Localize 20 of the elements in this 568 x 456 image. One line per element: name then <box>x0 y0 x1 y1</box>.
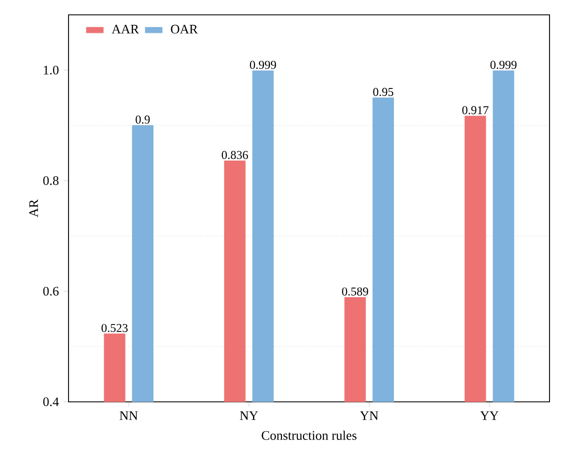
data-label: 0.9 <box>136 116 150 124</box>
data-label: 0.589 <box>342 287 368 296</box>
legend-label: AAR <box>112 24 139 34</box>
data-label: 0.836 <box>222 150 248 160</box>
data-label: 0.999 <box>250 60 276 69</box>
y-tick-label: 1.0 <box>44 66 59 75</box>
data-label: 0.917 <box>462 106 489 114</box>
legend-label: OAR <box>170 24 198 34</box>
x-tick-label: YY <box>480 411 498 420</box>
y-tick-label: 0.4 <box>43 397 59 406</box>
x-axis-title: Construction rules <box>262 430 356 440</box>
data-label: 0.999 <box>490 60 517 69</box>
y-axis-title: AR <box>29 199 38 218</box>
data-label: 0.95 <box>373 88 394 96</box>
x-tick-label: NY <box>240 411 258 420</box>
y-tick-label: 0.6 <box>43 286 59 296</box>
x-tick-label: NN <box>120 411 138 420</box>
y-tick-label: 0.8 <box>43 176 59 186</box>
x-tick-label: YN <box>360 411 378 420</box>
data-label: 0.523 <box>102 324 128 332</box>
